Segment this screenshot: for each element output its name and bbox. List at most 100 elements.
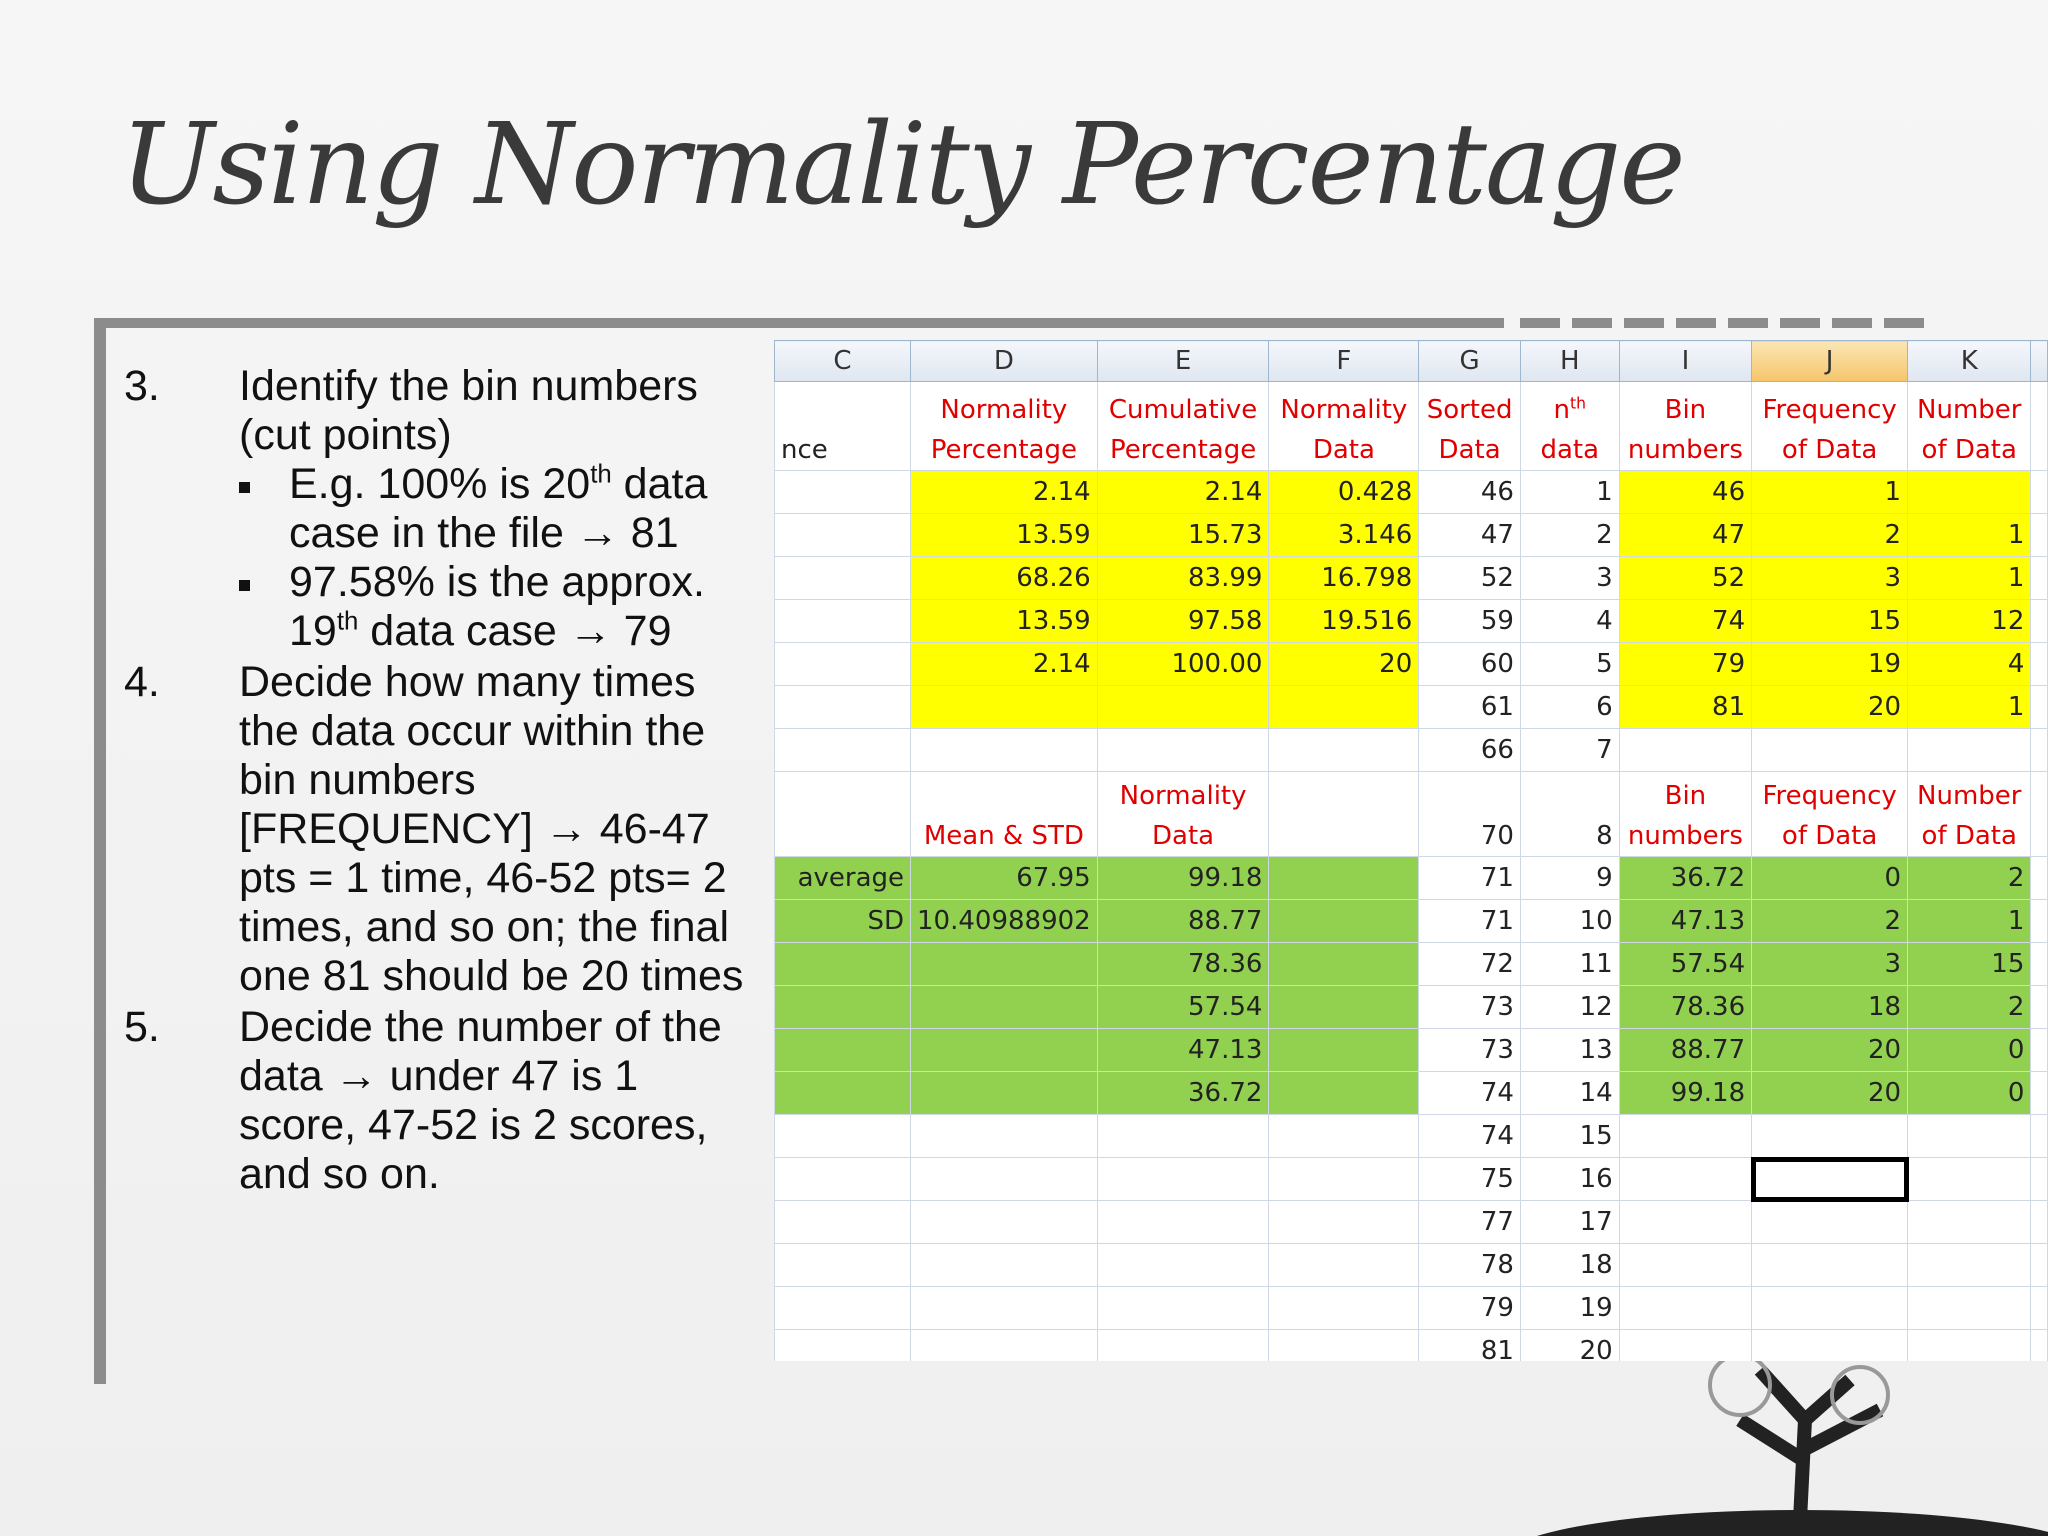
column-letter: H <box>1519 340 1620 382</box>
header-text: data <box>1540 435 1600 465</box>
cell: 68.26 <box>910 556 1098 600</box>
row: 36.72 74 14 99.18 20 0 <box>774 1071 2048 1115</box>
cell <box>910 1243 1098 1287</box>
sub-bullet: E.g. 100% is 20th data case in the file … <box>229 460 764 558</box>
cell <box>2030 599 2048 643</box>
column-letter: D <box>910 340 1098 382</box>
cell <box>774 1243 912 1287</box>
cell: 15 <box>1519 1114 1620 1158</box>
cell <box>910 1114 1098 1158</box>
cell <box>1268 1114 1420 1158</box>
cell <box>1268 1071 1420 1115</box>
cell <box>2030 642 2048 686</box>
cell: 2.14 <box>910 642 1098 686</box>
header-cell: Cumulative Percentage <box>1096 381 1270 471</box>
superscript: th <box>1570 394 1587 413</box>
cell <box>1268 685 1420 729</box>
row: SD 10.40988902 88.77 71 10 47.13 2 1 <box>774 899 2048 943</box>
cell: 3.146 <box>1268 513 1420 557</box>
cell: Bin numbers <box>1618 771 1753 857</box>
cell <box>1907 1286 2032 1330</box>
cell <box>1618 1200 1753 1244</box>
column-letter: K <box>1907 340 2032 382</box>
row: 66 7 <box>774 728 2048 772</box>
cell <box>910 1157 1098 1201</box>
cell <box>910 1200 1098 1244</box>
cell <box>2030 1243 2048 1287</box>
cell <box>2030 771 2048 857</box>
cell: Mean & STD <box>910 771 1098 857</box>
dashes <box>1520 318 1924 328</box>
cell <box>1907 1200 2032 1244</box>
cell: 2 <box>1751 899 1909 943</box>
cell <box>1751 1329 1909 1361</box>
cell: 100.00 <box>1096 642 1270 686</box>
cell: 20 <box>1268 642 1420 686</box>
row: 61 6 81 20 1 <box>774 685 2048 729</box>
cell: 0 <box>1907 1028 2032 1072</box>
cell <box>1268 1243 1420 1287</box>
cell <box>2030 513 2048 557</box>
row: 77 17 <box>774 1200 2048 1244</box>
cell <box>1268 1028 1420 1072</box>
tree-icon <box>1536 1353 2048 1536</box>
cell: 0 <box>1751 856 1909 900</box>
cell <box>774 1329 912 1361</box>
row: 47.13 73 13 88.77 20 0 <box>774 1028 2048 1072</box>
cell: 9 <box>1519 856 1620 900</box>
cell <box>1268 1329 1420 1361</box>
list-item: 3. Identify the bin numbers (cut points) E… <box>124 362 764 656</box>
cell: 2 <box>1751 513 1909 557</box>
cell <box>1268 1286 1420 1330</box>
cell <box>2030 1028 2048 1072</box>
cell: 73 <box>1418 985 1521 1029</box>
cell: 78 <box>1418 1243 1521 1287</box>
cell: 78.36 <box>1096 942 1270 986</box>
cell <box>2030 556 2048 600</box>
cell: 99.18 <box>1618 1071 1753 1115</box>
item-number: 3. <box>124 362 160 410</box>
cell: 74 <box>1418 1071 1521 1115</box>
cell: 15 <box>1751 599 1909 643</box>
cell <box>910 942 1098 986</box>
cell: 2.14 <box>1096 470 1270 514</box>
cell <box>774 685 912 729</box>
cell: 60 <box>1418 642 1521 686</box>
cell: 73 <box>1418 1028 1521 1072</box>
cell <box>1268 1157 1420 1201</box>
column-letter: G <box>1418 340 1521 382</box>
cell: 18 <box>1751 985 1909 1029</box>
row: average 67.95 99.18 71 9 36.72 0 2 <box>774 856 2048 900</box>
cell: 15.73 <box>1096 513 1270 557</box>
item-number: 4. <box>124 658 160 706</box>
cell: 7 <box>1519 728 1620 772</box>
cell <box>2030 1200 2048 1244</box>
header-cell: nth data <box>1519 381 1620 471</box>
cell: 88.77 <box>1618 1028 1753 1072</box>
cell: 1 <box>1907 513 2032 557</box>
cell: 81 <box>1418 1329 1521 1361</box>
cell: 2 <box>1519 513 1620 557</box>
cell: 72 <box>1418 942 1521 986</box>
cell <box>1096 1114 1270 1158</box>
bullet-list: 3. Identify the bin numbers (cut points) E… <box>124 362 764 1201</box>
cell: 12 <box>1907 599 2032 643</box>
sub-bullet: 97.58% is the approx. 19th data case → 7… <box>229 558 764 656</box>
cell: 1 <box>1907 899 2032 943</box>
cell: 20 <box>1751 1028 1909 1072</box>
cell <box>2030 470 2048 514</box>
cell: 71 <box>1418 856 1521 900</box>
cell <box>774 1114 912 1158</box>
cell <box>1096 1157 1270 1201</box>
cell: 99.18 <box>1096 856 1270 900</box>
cell <box>2030 985 2048 1029</box>
column-letter: I <box>1618 340 1753 382</box>
cell <box>1096 1200 1270 1244</box>
cell: 75 <box>1418 1157 1521 1201</box>
cell <box>1751 1200 1909 1244</box>
cell <box>910 1329 1098 1361</box>
cell: 1 <box>1519 470 1620 514</box>
cell <box>2030 381 2048 471</box>
